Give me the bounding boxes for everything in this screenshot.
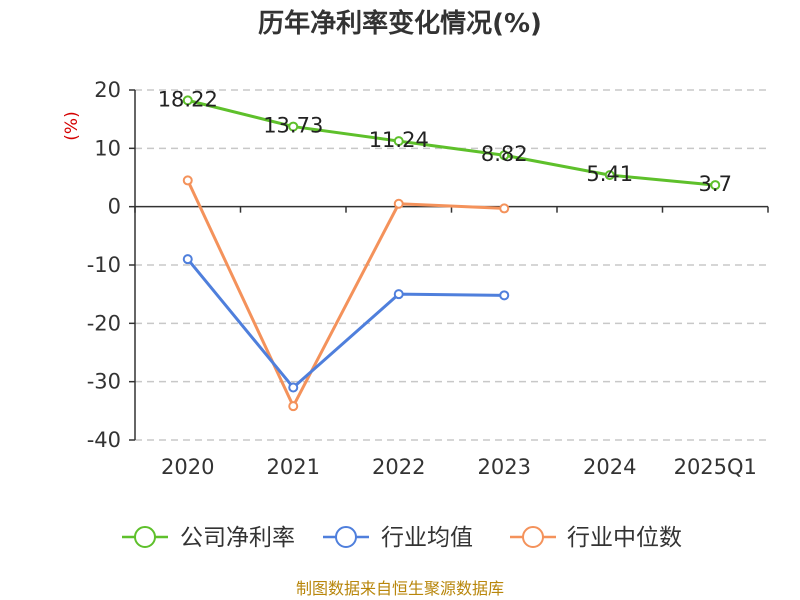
series-line — [186, 257, 506, 389]
y-tick-label: -30 — [87, 370, 121, 394]
series-3 — [182, 175, 510, 412]
data-point — [499, 290, 510, 301]
series-line — [186, 178, 506, 408]
source-note: 制图数据来自恒生聚源数据库 — [296, 579, 504, 598]
data-point — [499, 203, 510, 214]
data-point — [604, 170, 615, 181]
data-point — [710, 180, 721, 191]
legend-item-2: 行业均值 — [323, 525, 473, 551]
series-layer: 18.22 13.73 11.24 8.82 5.41 3.7 — [158, 87, 732, 412]
legend-item-1: 公司净利率 — [122, 525, 295, 551]
legend: 公司净利率 行业均值 行业中位数 — [122, 525, 682, 551]
y-axis-ticks: 20 10 0 -10 -20 -30 -40 — [87, 78, 136, 452]
series-line — [186, 98, 717, 187]
y-tick-label: -10 — [87, 253, 121, 277]
data-point — [393, 198, 404, 209]
x-tick-label: 2023 — [478, 455, 531, 479]
data-point — [288, 121, 299, 132]
x-tick-label: 2022 — [372, 455, 425, 479]
data-label: 13.73 — [263, 114, 323, 138]
data-label: 11.24 — [369, 128, 429, 152]
legend-marker — [335, 526, 357, 548]
data-point — [182, 175, 193, 186]
grid-lines — [135, 89, 768, 441]
legend-label: 公司净利率 — [180, 525, 295, 551]
data-label: 18.22 — [158, 87, 218, 111]
y-tick-label: 0 — [108, 195, 121, 219]
data-label: 3.7 — [699, 172, 732, 196]
data-point — [393, 289, 404, 300]
x-axis: 2020 2021 2022 2023 2024 2025Q1 — [134, 205, 769, 479]
legend-item-3: 行业中位数 — [510, 525, 682, 551]
data-label: 5.41 — [586, 162, 633, 186]
data-point — [393, 136, 404, 147]
legend-label: 行业中位数 — [567, 525, 682, 551]
data-point — [288, 401, 299, 412]
y-tick-label: 20 — [94, 78, 121, 102]
series-1: 18.22 13.73 11.24 8.82 5.41 3.7 — [158, 87, 732, 196]
data-label: 8.82 — [481, 142, 528, 166]
data-point — [182, 95, 193, 106]
data-point — [182, 254, 193, 265]
x-tick-label: 2021 — [267, 455, 320, 479]
x-tick-label: 2024 — [583, 455, 636, 479]
y-tick-label: -40 — [87, 428, 121, 452]
x-tick-label: 2025Q1 — [674, 455, 757, 479]
legend-label: 行业均值 — [381, 525, 473, 551]
y-tick-label: 10 — [94, 136, 121, 160]
data-point — [288, 382, 299, 393]
chart-title: 历年净利率变化情况(%) — [258, 8, 542, 39]
series-2 — [182, 254, 510, 393]
y-axis-unit: (%) — [62, 111, 82, 140]
x-tick-label: 2020 — [161, 455, 214, 479]
legend-marker — [134, 526, 156, 548]
legend-marker — [522, 526, 544, 548]
data-point — [499, 150, 510, 161]
y-tick-label: -20 — [87, 311, 121, 335]
